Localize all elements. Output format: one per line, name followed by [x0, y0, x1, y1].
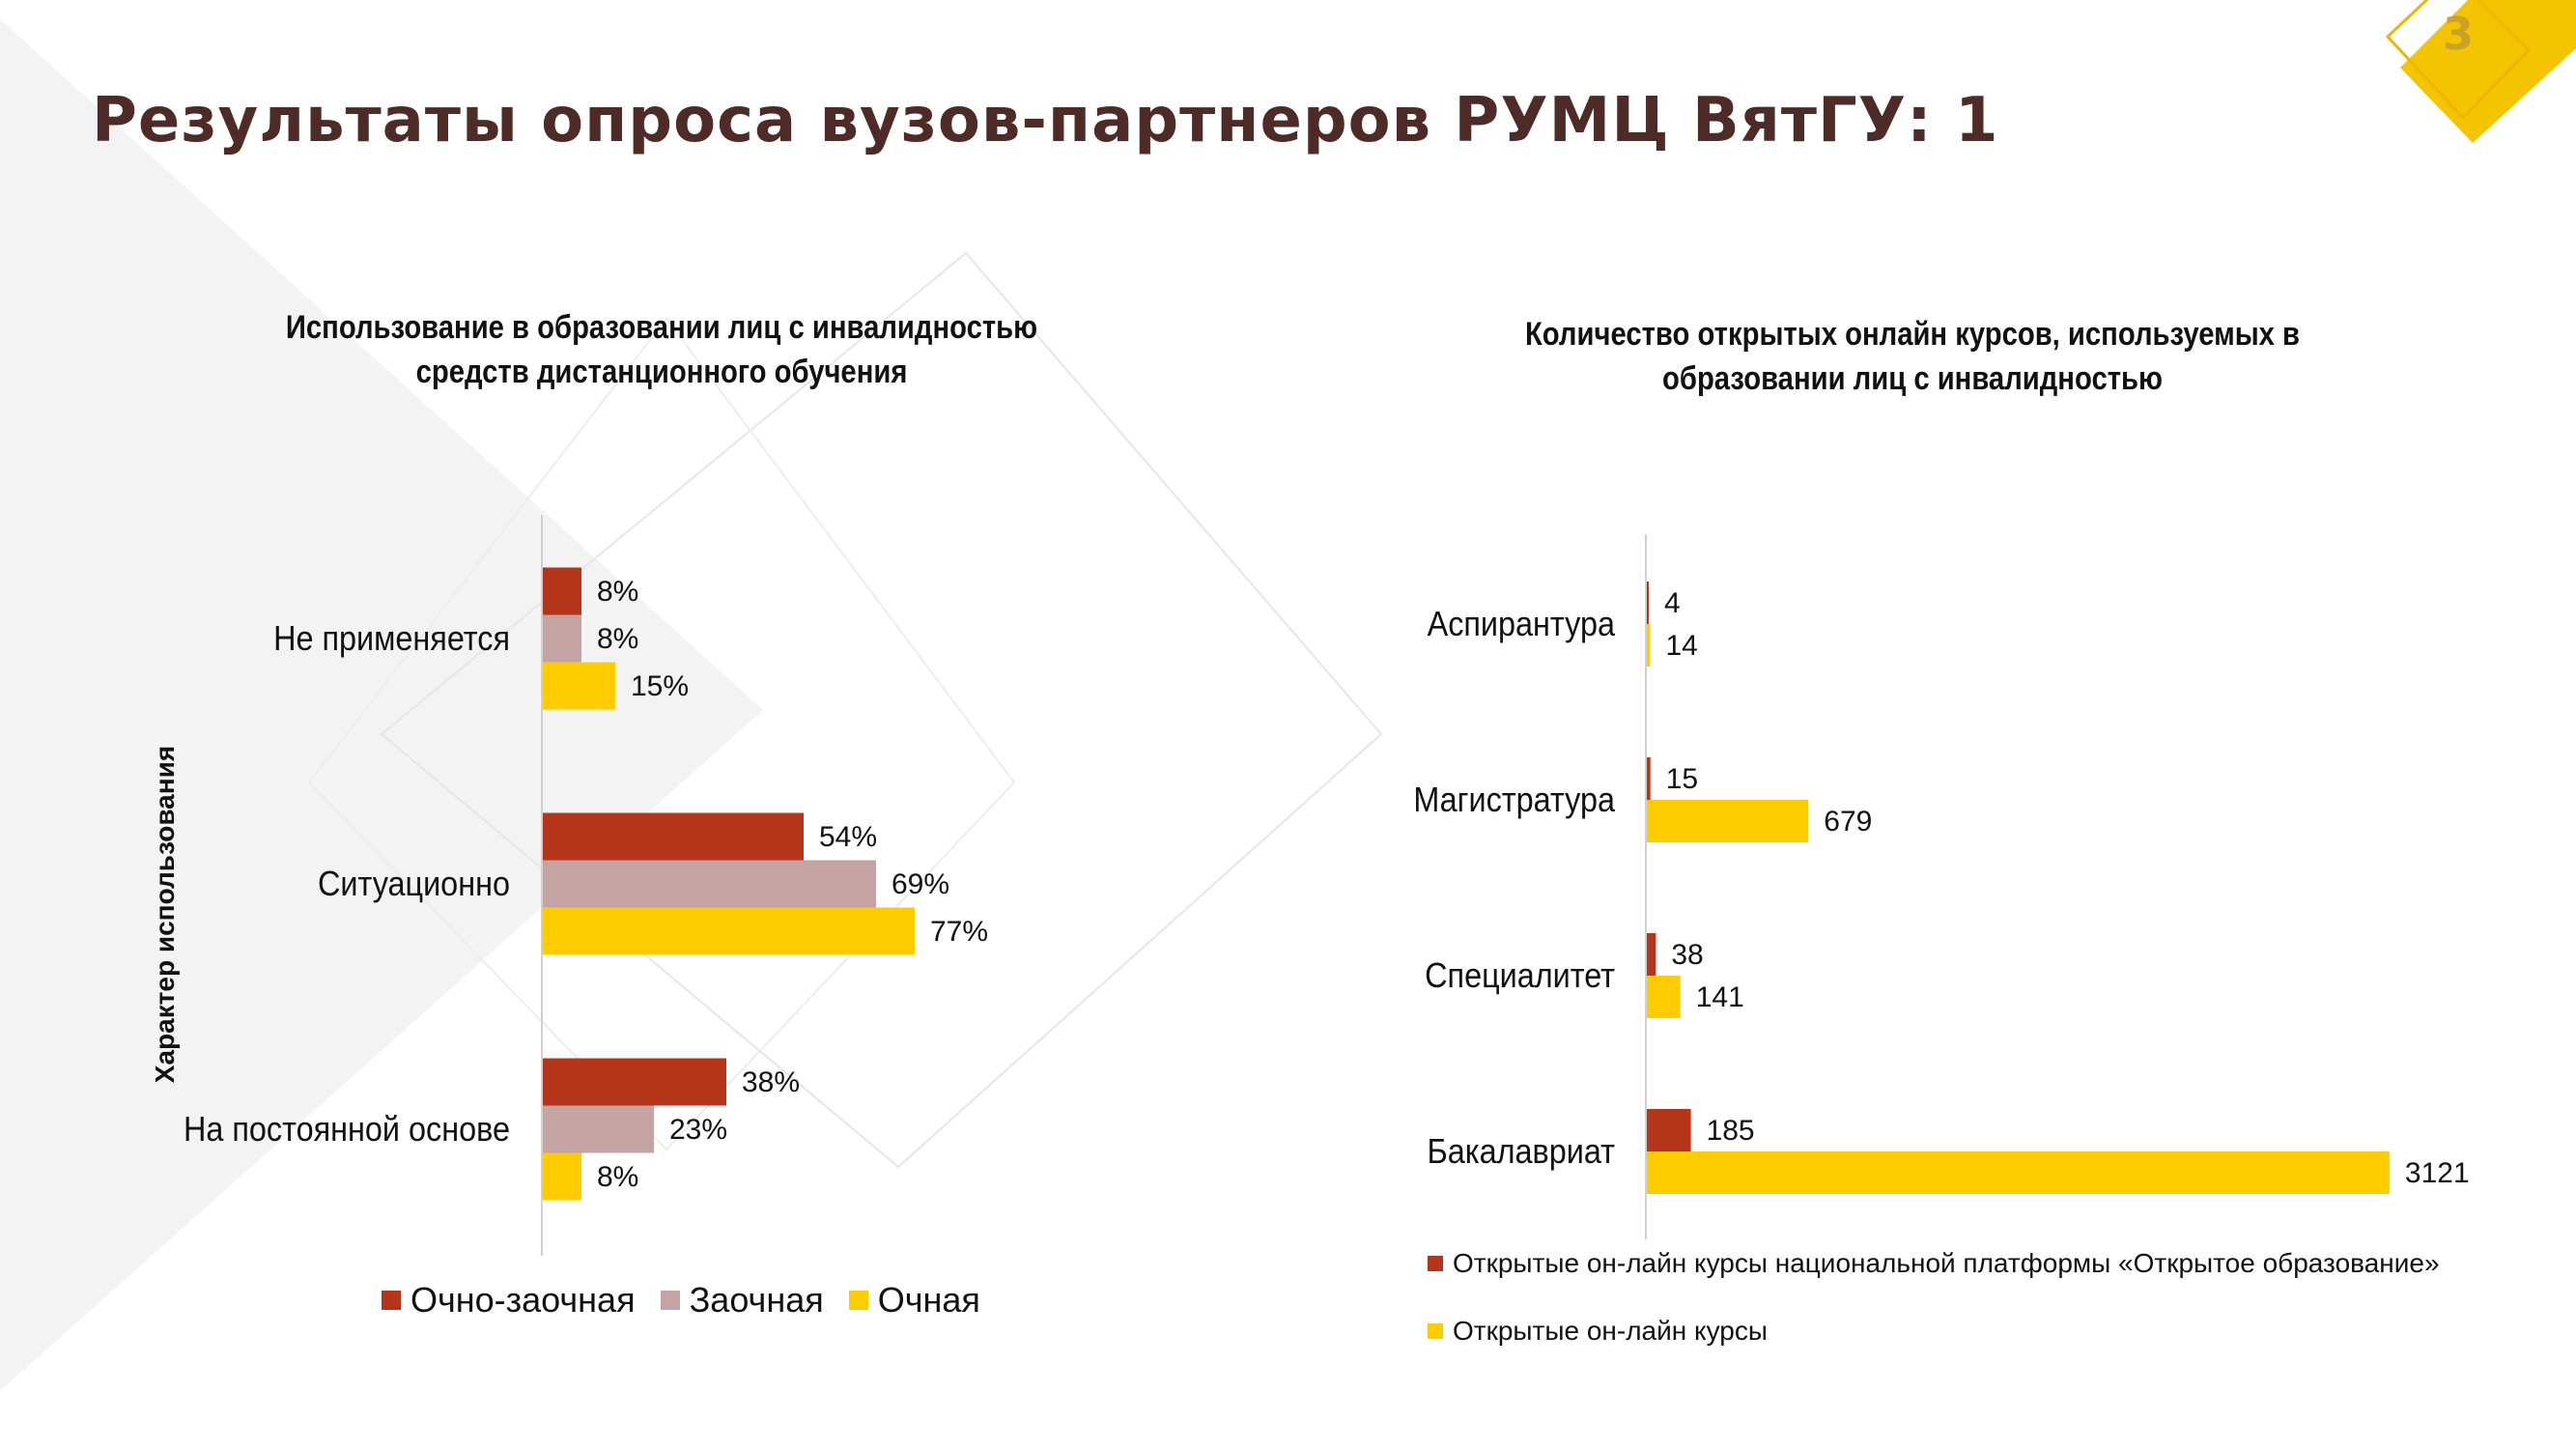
legend-item-national-platform-courses: Открытые он-лайн курсы национальной плат…: [1428, 1248, 2440, 1279]
value-label-не-применяется-2: 15%: [631, 670, 689, 702]
value-label-специалитет-1: 141: [1696, 981, 1744, 1013]
chart-1-title-line-1: Использование в образовании лиц с инвали…: [285, 309, 1038, 346]
legend-label-zaochnaya: Заочная: [689, 1280, 824, 1320]
value-label-аспирантура-1: 14: [1665, 630, 1697, 662]
value-label-на-постоянной-основе-0: 38%: [742, 1066, 800, 1098]
chart-1-title: Использование в образовании лиц с инвали…: [226, 305, 1098, 394]
category-label-не-применяется: Не применяется: [273, 619, 510, 658]
value-label-специалитет-0: 38: [1671, 939, 1703, 971]
chart-1-legend: Очно-заочная Заочная Очная: [382, 1280, 980, 1321]
bar-магистратура-открытые-он-лайн-курсы-националь: [1647, 757, 1651, 800]
bar-специалитет-открытые-он-лайн-курсы-националь: [1647, 933, 1656, 976]
bar-не-применяется-заочная: [543, 614, 581, 663]
chart-1-axis-title: Характер использования: [150, 746, 180, 1083]
chart-2-legend: Открытые он-лайн курсы национальной плат…: [1428, 1248, 2440, 1347]
chart-2-title-line-1: Количество открытых онлайн курсов, испол…: [1524, 316, 2301, 353]
bar-ситуационно-очная: [543, 907, 915, 955]
bar-ситуационно-очно-заочная: [543, 812, 804, 861]
value-label-ситуационно-1: 69%: [892, 868, 949, 900]
chart-2-title-line-2: образовании лиц с инвалидностью: [1662, 360, 2163, 397]
category-label-специалитет: Специалитет: [1425, 956, 1615, 995]
legend-label-ochno-zaochnaya: Очно-заочная: [410, 1280, 636, 1320]
bar-не-применяется-очная: [543, 662, 615, 710]
legend-item-ochno-zaochnaya: Очно-заочная: [382, 1280, 636, 1321]
legend-swatch-zaochnaya: [660, 1291, 680, 1310]
category-label-ситуационно: Ситуационно: [318, 865, 510, 903]
page-title: Результаты опроса вузов-партнеров РУМЦ В…: [92, 85, 1999, 156]
chart-2-title: Количество открытых онлайн курсов, испол…: [1456, 312, 2369, 401]
page-number-badge: [2385, 0, 2576, 143]
bar-не-применяется-очно-заочная: [543, 567, 581, 615]
value-label-ситуационно-0: 54%: [819, 821, 877, 853]
category-label-аспирантура: Аспирантура: [1428, 605, 1616, 643]
legend-label-national-platform-courses: Открытые он-лайн курсы национальной плат…: [1453, 1248, 2440, 1278]
value-label-магистратура-0: 15: [1666, 763, 1698, 795]
bar-аспирантура-открытые-он-лайн-курсы: [1647, 624, 1651, 667]
category-label-магистратура: Магистратура: [1413, 781, 1616, 819]
value-label-ситуационно-2: 77%: [930, 916, 988, 948]
value-label-не-применяется-1: 8%: [597, 623, 638, 655]
legend-label-open-online-courses: Открытые он-лайн курсы: [1453, 1316, 1768, 1346]
legend-swatch-open-online-courses: [1428, 1323, 1443, 1339]
bar-бакалавриат-открытые-он-лайн-курсы: [1647, 1151, 2390, 1194]
legend-label-ochnaya: Очная: [877, 1280, 980, 1320]
chart-1-title-line-2: средств дистанционного обучения: [415, 354, 908, 390]
bar-ситуационно-заочная: [543, 860, 876, 908]
legend-item-open-online-courses: Открытые он-лайн курсы: [1428, 1316, 2440, 1347]
bar-магистратура-открытые-он-лайн-курсы: [1647, 800, 1809, 842]
value-label-аспирантура-0: 4: [1664, 587, 1681, 619]
value-label-не-применяется-0: 8%: [597, 576, 638, 608]
value-label-бакалавриат-0: 185: [1707, 1115, 1755, 1147]
bar-на-постоянной-основе-очно-заочная: [543, 1058, 726, 1106]
legend-item-zaochnaya: Заочная: [660, 1280, 824, 1321]
value-label-магистратура-1: 679: [1824, 806, 1872, 838]
value-label-на-постоянной-основе-1: 23%: [669, 1114, 727, 1146]
value-label-на-постоянной-основе-2: 8%: [597, 1161, 638, 1193]
legend-item-ochnaya: Очная: [848, 1280, 980, 1321]
bar-на-постоянной-основе-заочная: [543, 1105, 654, 1153]
legend-swatch-ochnaya: [848, 1291, 868, 1310]
bar-специалитет-открытые-он-лайн-курсы: [1647, 976, 1681, 1018]
value-label-бакалавриат-1: 3121: [2405, 1157, 2470, 1189]
category-label-бакалавриат: Бакалавриат: [1427, 1132, 1615, 1171]
bar-аспирантура-открытые-он-лайн-курсы-националь: [1647, 582, 1649, 624]
bar-бакалавриат-открытые-он-лайн-курсы-националь: [1647, 1109, 1691, 1151]
legend-swatch-ochno-zaochnaya: [382, 1291, 401, 1310]
category-label-на-постоянной-основе: На постоянной основе: [184, 1110, 510, 1149]
page-number: 3: [2442, 8, 2474, 60]
bar-на-постоянной-основе-очная: [543, 1152, 581, 1201]
legend-swatch-national-platform-courses: [1428, 1256, 1443, 1271]
